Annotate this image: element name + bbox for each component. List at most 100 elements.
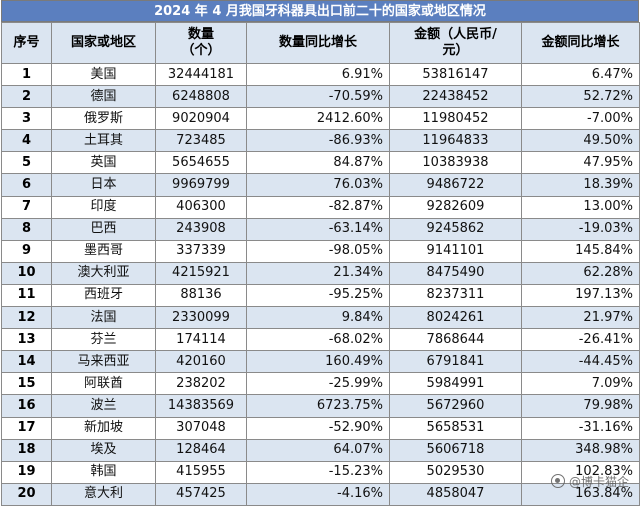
cell-quantity: 5654655 (155, 151, 247, 175)
cell-country: 巴西 (51, 217, 156, 241)
cell-country: 日本 (51, 173, 156, 197)
cell-amount-yoy: 62.28% (521, 261, 640, 285)
cell-quantity: 420160 (155, 350, 247, 374)
cell-rank: 2 (1, 85, 52, 109)
cell-quantity: 174114 (155, 328, 247, 352)
cell-country: 印度 (51, 195, 156, 219)
cell-quantity-yoy: 84.87% (246, 151, 390, 175)
cell-amount-yoy: 21.97% (521, 306, 640, 330)
cell-amount-yoy: -31.16% (521, 416, 640, 440)
cell-rank: 19 (1, 460, 52, 484)
cell-quantity-yoy: 21.34% (246, 261, 390, 285)
cell-amount-yoy: 163.84% (521, 482, 640, 506)
cell-country: 美国 (51, 62, 156, 87)
cell-amount: 9245862 (389, 217, 522, 241)
table-row: 6 日本 9969799 76.03% 9486722 18.39% (1, 173, 640, 197)
cell-rank: 16 (1, 394, 52, 418)
cell-country: 德国 (51, 85, 156, 109)
cell-country: 澳大利亚 (51, 261, 156, 285)
cell-quantity-yoy: -95.25% (246, 283, 390, 308)
cell-rank: 17 (1, 416, 52, 440)
cell-country: 埃及 (51, 438, 156, 462)
cell-amount: 5672960 (389, 394, 522, 418)
cell-amount: 5984991 (389, 372, 522, 396)
cell-quantity: 4215921 (155, 261, 247, 285)
table-row: 17 新加坡 307048 -52.90% 5658531 -31.16% (1, 416, 640, 440)
cell-country: 法国 (51, 306, 156, 330)
cell-quantity-yoy: -63.14% (246, 217, 390, 241)
table-row: 11 西班牙 88136 -95.25% 8237311 197.13% (1, 283, 640, 308)
cell-amount-yoy: -7.00% (521, 107, 640, 131)
cell-amount: 5658531 (389, 416, 522, 440)
cell-quantity: 14383569 (155, 394, 247, 418)
cell-rank: 3 (1, 107, 52, 131)
cell-amount-yoy: 102.83% (521, 460, 640, 484)
cell-quantity-yoy: -52.90% (246, 416, 390, 440)
cell-amount-yoy: 18.39% (521, 173, 640, 197)
cell-quantity: 9969799 (155, 173, 247, 197)
cell-quantity-yoy: 64.07% (246, 438, 390, 462)
cell-country: 墨西哥 (51, 239, 156, 263)
table-title: 2024 年 4 月我国牙科器具出口前二十的国家或地区情况 (1, 0, 639, 22)
cell-amount: 10383938 (389, 151, 522, 175)
cell-rank: 8 (1, 217, 52, 241)
cell-quantity-yoy: -68.02% (246, 328, 390, 352)
cell-country: 芬兰 (51, 328, 156, 352)
cell-country: 英国 (51, 151, 156, 175)
cell-rank: 11 (1, 283, 52, 308)
header-rank: 序号 (1, 22, 52, 64)
cell-quantity: 2330099 (155, 306, 247, 330)
cell-quantity-yoy: -86.93% (246, 129, 390, 153)
cell-quantity-yoy: 2412.60% (246, 107, 390, 131)
cell-amount: 22438452 (389, 85, 522, 109)
cell-amount: 7868644 (389, 328, 522, 352)
table-row: 4 土耳其 723485 -86.93% 11964833 49.50% (1, 129, 640, 153)
cell-rank: 4 (1, 129, 52, 153)
header-amount-yoy: 金额同比增长 (521, 22, 640, 64)
cell-country: 土耳其 (51, 129, 156, 153)
table-row: 9 墨西哥 337339 -98.05% 9141101 145.84% (1, 239, 640, 263)
cell-quantity-yoy: -25.99% (246, 372, 390, 396)
cell-quantity-yoy: -98.05% (246, 239, 390, 263)
cell-quantity-yoy: -70.59% (246, 85, 390, 109)
cell-country: 阿联酋 (51, 372, 156, 396)
cell-amount: 4858047 (389, 482, 522, 506)
table-row: 5 英国 5654655 84.87% 10383938 47.95% (1, 151, 640, 175)
table-row: 12 法国 2330099 9.84% 8024261 21.97% (1, 306, 640, 330)
table-row: 13 芬兰 174114 -68.02% 7868644 -26.41% (1, 328, 640, 352)
cell-country: 西班牙 (51, 283, 156, 308)
cell-quantity: 307048 (155, 416, 247, 440)
cell-amount: 9141101 (389, 239, 522, 263)
cell-amount-yoy: 49.50% (521, 129, 640, 153)
cell-amount-yoy: -26.41% (521, 328, 640, 352)
cell-amount-yoy: -19.03% (521, 217, 640, 241)
cell-rank: 18 (1, 438, 52, 462)
table-row: 8 巴西 243908 -63.14% 9245862 -19.03% (1, 217, 640, 241)
cell-country: 意大利 (51, 482, 156, 506)
cell-amount-yoy: 52.72% (521, 85, 640, 109)
cell-quantity-yoy: -82.87% (246, 195, 390, 219)
cell-amount-yoy: -44.45% (521, 350, 640, 374)
table-row: 14 马来西亚 420160 160.49% 6791841 -44.45% (1, 350, 640, 374)
cell-rank: 12 (1, 306, 52, 330)
table-row: 16 波兰 14383569 6723.75% 5672960 79.98% (1, 394, 640, 418)
cell-country: 韩国 (51, 460, 156, 484)
cell-amount: 11964833 (389, 129, 522, 153)
cell-rank: 9 (1, 239, 52, 263)
cell-quantity: 6248808 (155, 85, 247, 109)
cell-country: 波兰 (51, 394, 156, 418)
table-row: 18 埃及 128464 64.07% 5606718 348.98% (1, 438, 640, 462)
cell-rank: 1 (1, 62, 52, 87)
cell-quantity: 128464 (155, 438, 247, 462)
cell-amount-yoy: 7.09% (521, 372, 640, 396)
cell-quantity-yoy: 6.91% (246, 62, 390, 87)
cell-amount: 5029530 (389, 460, 522, 484)
header-row: 序号 国家或地区 数量 （个） 数量同比增长 金额（人民币/ 元） 金额同比增长 (1, 22, 640, 64)
cell-quantity: 457425 (155, 482, 247, 506)
cell-quantity: 238202 (155, 372, 247, 396)
cell-amount-yoy: 79.98% (521, 394, 640, 418)
cell-amount: 8024261 (389, 306, 522, 330)
cell-quantity: 406300 (155, 195, 247, 219)
table-row: 19 韩国 415955 -15.23% 5029530 102.83% (1, 460, 640, 484)
